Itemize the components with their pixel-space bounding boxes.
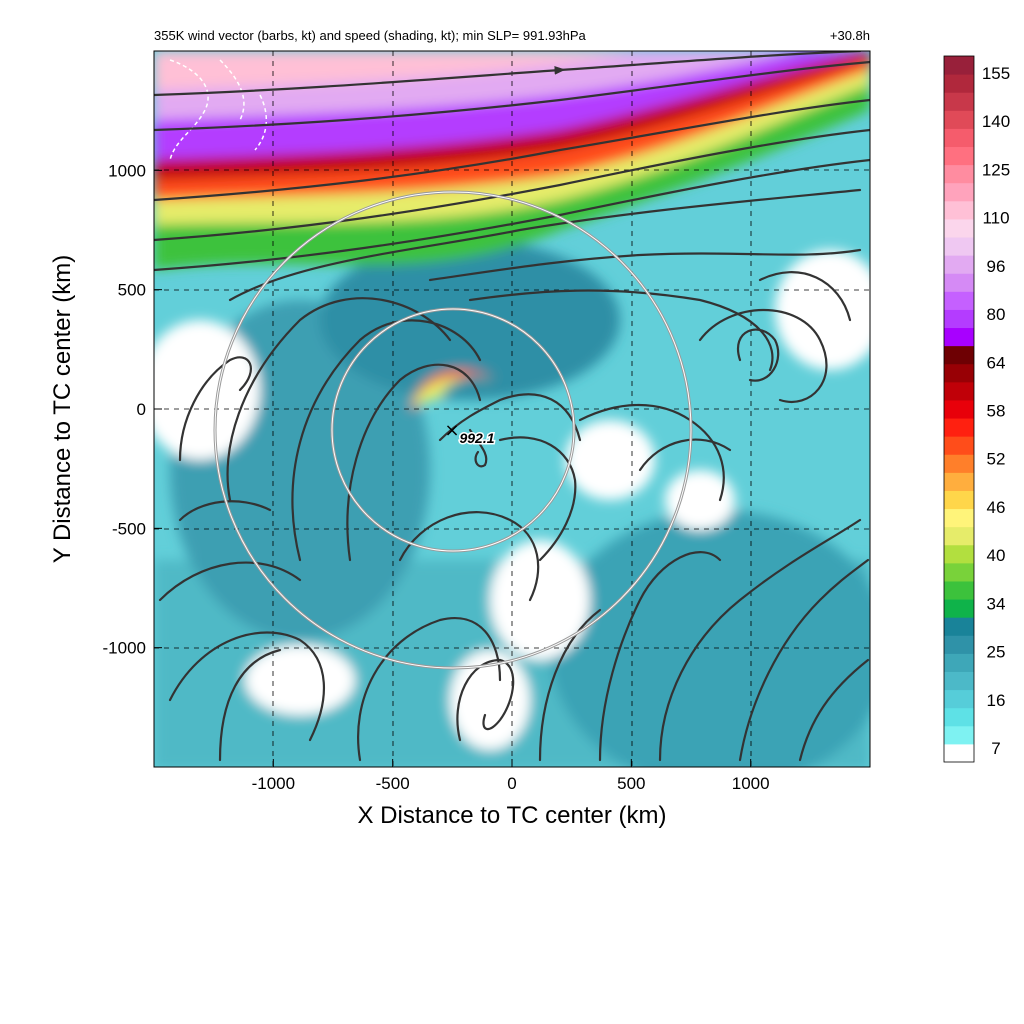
colorbar-swatch [944, 653, 974, 672]
colorbar-swatch [944, 381, 974, 401]
colorbar-swatch [944, 472, 974, 491]
colorbar [943, 55, 975, 763]
colorbar-swatch [944, 671, 974, 691]
colorbar-labels: 7 16 25 34 40 46 52 58 64 80 96 110 125 140 155 [982, 64, 1010, 758]
colorbar-swatch [944, 617, 974, 636]
x-axis: -1000 -500 0 500 1000 [252, 759, 770, 793]
colorbar-swatch [944, 689, 974, 709]
colorbar-label: 58 [987, 402, 1006, 421]
colorbar-swatch [944, 110, 974, 129]
x-tick-label: 1000 [732, 774, 770, 793]
colorbar-swatch [944, 218, 974, 238]
colorbar-swatch [944, 562, 974, 582]
colorbar-swatch [944, 436, 974, 455]
y-axis: 1000 500 0 -500 -1000 [103, 161, 162, 658]
x-axis-label: X Distance to TC center (km) [358, 802, 667, 829]
colorbar-swatch [944, 128, 974, 148]
y-tick-label: 1000 [108, 161, 146, 180]
colorbar-label: 52 [987, 450, 1006, 469]
colorbar-swatch [944, 418, 974, 437]
plot-area: × 992.1 [154, 51, 870, 767]
colorbar-label: 46 [987, 498, 1006, 517]
x-tick-label: -1000 [252, 774, 295, 793]
colorbar-swatch [944, 526, 974, 546]
y-axis-label: Y Distance to TC center (km) [49, 255, 76, 564]
colorbar-label: 155 [982, 64, 1010, 83]
colorbar-swatch [944, 237, 974, 256]
colorbar-frame [943, 55, 975, 763]
y-tick-label: -500 [112, 519, 146, 538]
colorbar-label: 25 [987, 643, 1006, 662]
x-tick-label: 0 [507, 774, 516, 793]
colorbar-swatch [944, 56, 974, 75]
forecast-time-label: +30.8h [830, 28, 870, 43]
colorbar-label: 7 [991, 739, 1000, 758]
colorbar-swatch [944, 725, 974, 745]
y-tick-label: 500 [118, 281, 146, 300]
colorbar-swatch [944, 92, 974, 111]
colorbar-swatch [944, 146, 974, 166]
colorbar-swatch [944, 291, 974, 310]
colorbar-swatch [944, 544, 974, 564]
colorbar-swatch [944, 454, 974, 473]
colorbar-swatch [944, 255, 974, 274]
y-tick-label: 0 [137, 400, 146, 419]
x-tick-label: -500 [376, 774, 410, 793]
streamlines [154, 51, 870, 762]
colorbar-label: 96 [987, 257, 1006, 276]
colorbar-swatch [944, 599, 974, 618]
y-tick-label: -1000 [103, 639, 146, 658]
x-tick-label: 500 [617, 774, 645, 793]
colorbar-swatch [944, 399, 974, 419]
colorbar-swatch [944, 74, 974, 93]
colorbar-swatch [944, 363, 974, 383]
chart-title: 355K wind vector (barbs, kt) and speed (… [154, 28, 587, 43]
tc-center-marker: × [444, 420, 459, 441]
colorbar-swatch [944, 345, 974, 365]
colorbar-label: 80 [987, 305, 1006, 324]
colorbar-label: 64 [987, 353, 1006, 372]
colorbar-swatch [944, 164, 974, 184]
colorbar-label: 16 [987, 691, 1006, 710]
colorbar-swatch [944, 580, 974, 600]
colorbar-label: 125 [982, 160, 1010, 179]
colorbar-swatch [944, 182, 974, 202]
colorbar-swatch [944, 490, 974, 510]
colorbar-swatch [944, 707, 974, 727]
colorbar-swatch [944, 327, 974, 347]
colorbar-swatch [944, 635, 974, 654]
colorbar-swatch [944, 743, 974, 763]
colorbar-swatch [944, 309, 974, 329]
colorbar-swatch [944, 508, 974, 528]
colorbar-label: 34 [987, 594, 1006, 613]
colorbar-swatch [944, 200, 974, 220]
tc-center-slp-label: 992.1 [459, 430, 494, 446]
colorbar-swatch [944, 273, 974, 292]
colorbar-label: 140 [982, 112, 1010, 131]
colorbar-label: 40 [987, 546, 1006, 565]
colorbar-label: 110 [982, 209, 1009, 228]
